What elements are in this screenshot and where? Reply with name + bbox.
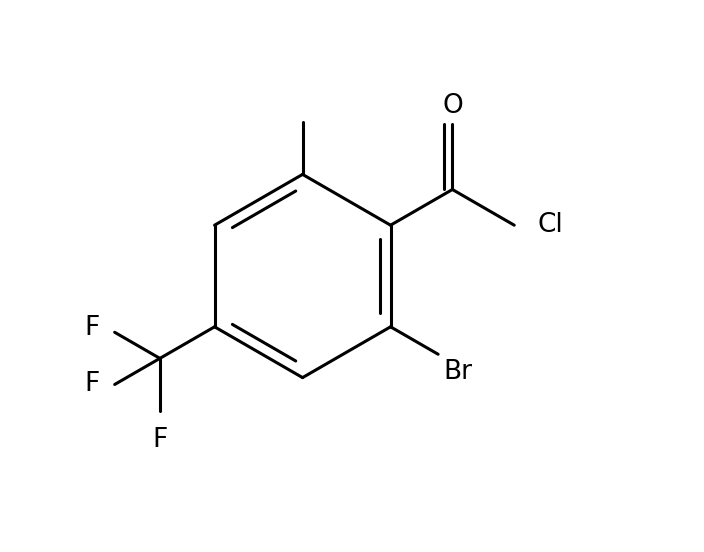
Text: Cl: Cl [537, 212, 563, 238]
Text: F: F [152, 427, 168, 453]
Text: F: F [84, 315, 99, 341]
Text: O: O [442, 93, 463, 119]
Text: F: F [84, 371, 99, 397]
Text: Br: Br [444, 359, 472, 385]
